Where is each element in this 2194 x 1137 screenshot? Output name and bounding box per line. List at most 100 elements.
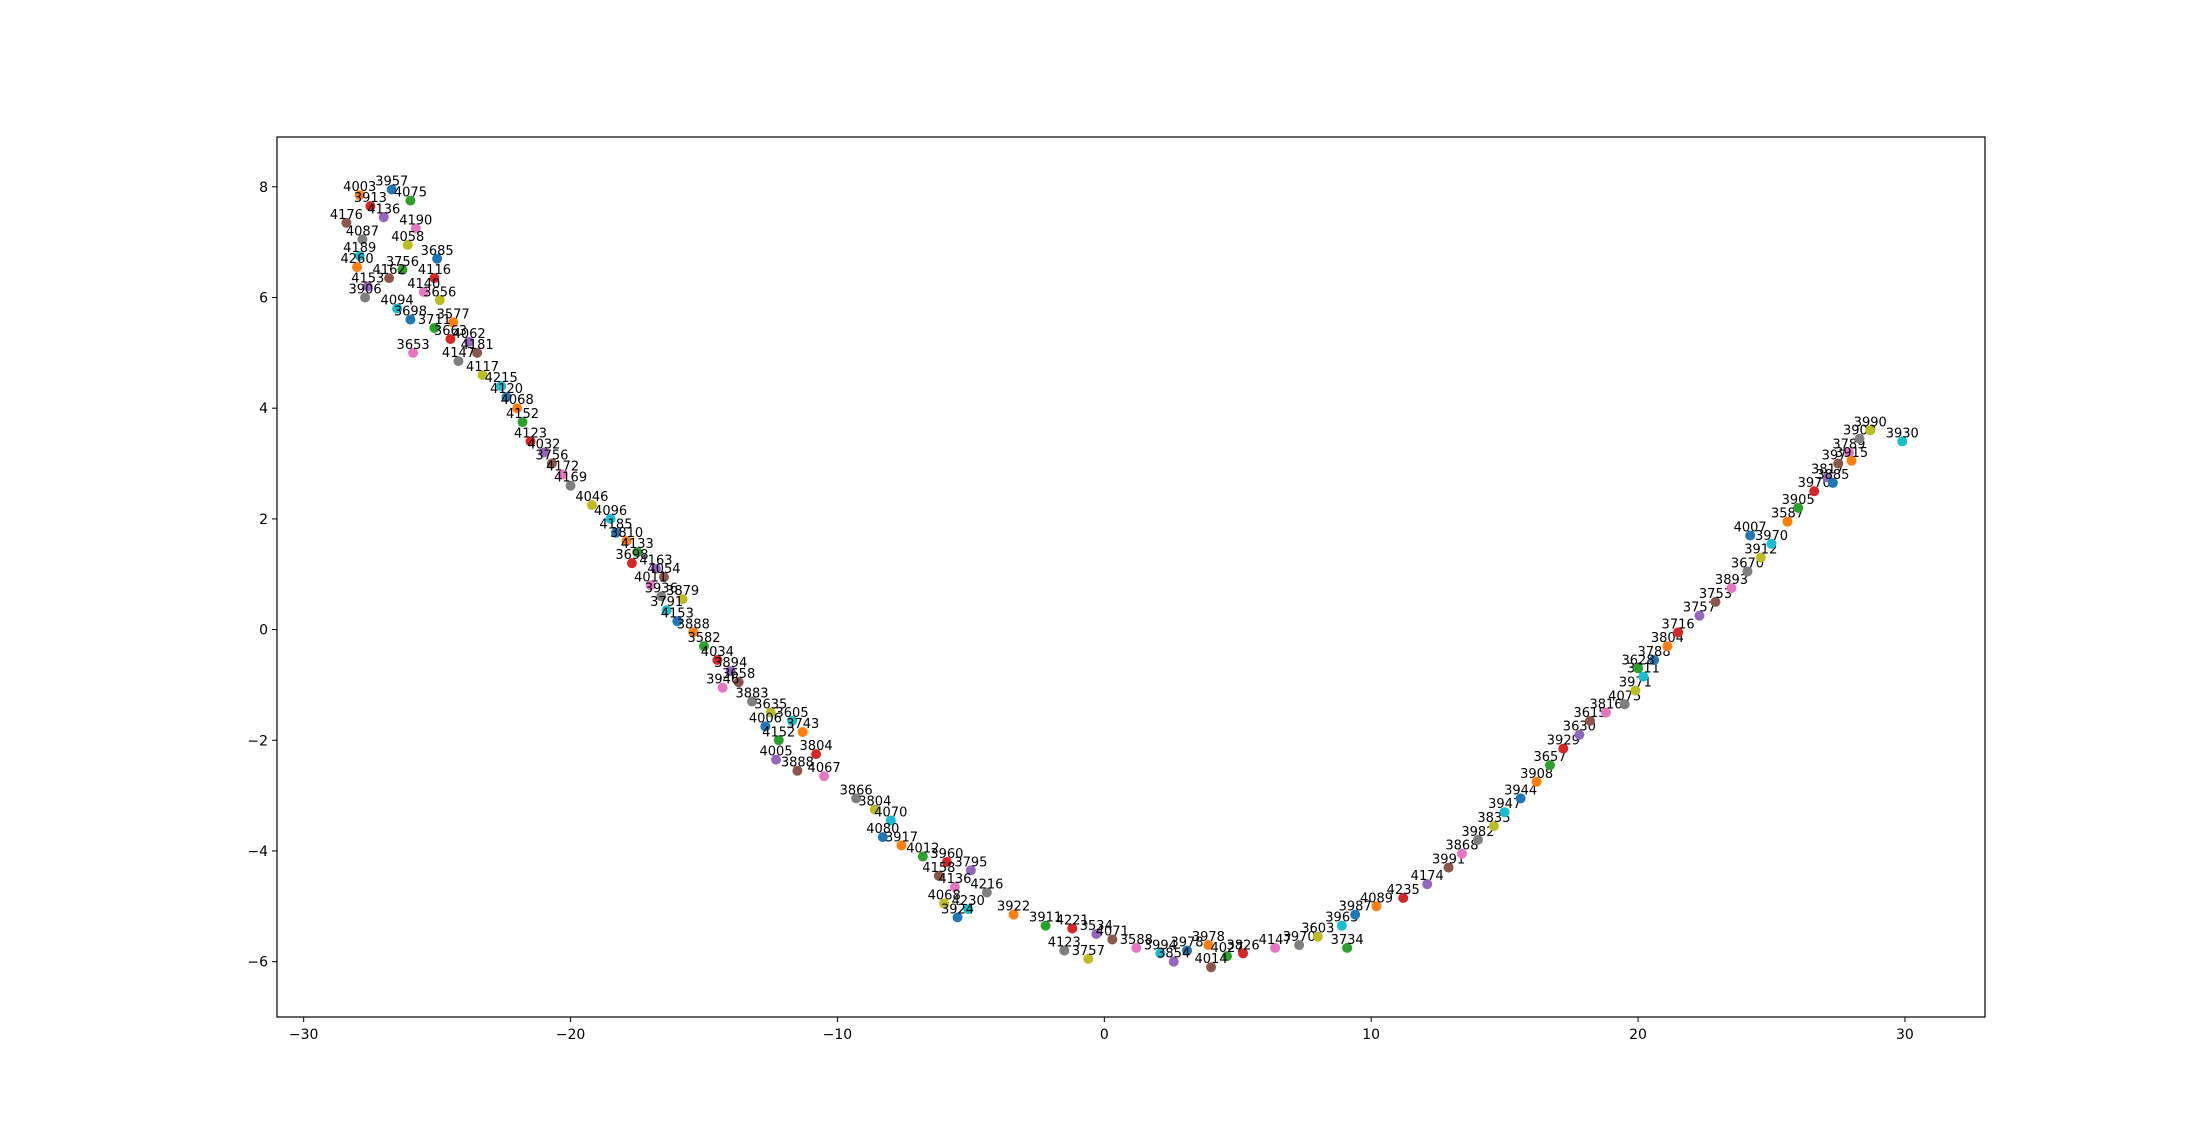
point-label: 4140 <box>407 277 440 292</box>
point-label: 4152 <box>506 407 539 422</box>
point-label: 3944 <box>1504 783 1537 798</box>
point-label: 3685 <box>421 244 454 259</box>
data-point <box>787 715 798 726</box>
point-label: 3615 <box>1573 706 1606 721</box>
point-label: 3991 <box>1432 853 1465 868</box>
data-point <box>384 273 395 284</box>
point-label: 4006 <box>749 711 782 726</box>
point-label: 4189 <box>343 241 376 256</box>
point-label: 4123 <box>514 426 547 441</box>
data-point <box>1694 610 1705 621</box>
point-label: 3716 <box>1662 617 1695 632</box>
data-point <box>429 273 440 284</box>
data-point <box>645 580 656 591</box>
data-point <box>896 840 907 851</box>
data-point <box>949 881 960 892</box>
data-point <box>1312 931 1323 942</box>
point-label: 4176 <box>330 208 363 223</box>
point-label: 4116 <box>418 263 451 278</box>
data-point <box>712 655 723 666</box>
data-point <box>765 707 776 718</box>
point-label: 3879 <box>666 584 699 599</box>
data-point <box>963 904 974 915</box>
data-point <box>773 735 784 746</box>
data-point <box>792 765 803 776</box>
point-label: 4068 <box>928 889 961 904</box>
data-point <box>1843 447 1854 458</box>
data-point <box>1067 923 1078 934</box>
data-point <box>354 250 365 261</box>
point-label: 3635 <box>754 698 787 713</box>
point-label: 4080 <box>866 822 899 837</box>
data-point <box>1155 948 1166 959</box>
point-label: 3960 <box>930 847 963 862</box>
point-label: 3534 <box>1080 919 1113 934</box>
point-label: 3893 <box>1715 573 1748 588</box>
point-label: 4067 <box>808 761 841 776</box>
data-point <box>1619 699 1630 710</box>
point-label: 3924 <box>941 902 974 917</box>
data-point <box>1222 951 1233 962</box>
point-label: 3930 <box>1886 426 1919 441</box>
data-point <box>877 832 888 843</box>
data-point <box>1710 596 1721 607</box>
x-tick-label: 0 <box>1100 1027 1109 1043</box>
point-label: 4235 <box>1387 883 1420 898</box>
point-label: 4230 <box>952 894 985 909</box>
data-point <box>472 347 483 358</box>
point-label: 3885 <box>1816 468 1849 483</box>
data-point <box>1630 685 1641 696</box>
data-point <box>1745 530 1756 541</box>
point-label: 3970 <box>1755 529 1788 544</box>
point-label: 3628 <box>1622 653 1655 668</box>
data-point <box>733 677 744 688</box>
x-tick-label: −10 <box>823 1027 853 1043</box>
data-point <box>605 513 616 524</box>
data-point <box>941 857 952 868</box>
point-label: 3888 <box>781 756 814 771</box>
point-label: 4260 <box>341 252 374 267</box>
point-label: 3888 <box>677 617 710 632</box>
point-label: 3963 <box>1325 911 1358 926</box>
y-axis: −6 −4 −2 0 2 4 6 8 <box>247 180 277 971</box>
point-label: 4070 <box>874 806 907 821</box>
point-label: 3906 <box>349 283 382 298</box>
data-point <box>933 870 944 881</box>
point-label: 4185 <box>599 518 632 533</box>
point-label: 4221 <box>1056 913 1089 928</box>
data-point <box>771 754 782 765</box>
point-label: 4058 <box>391 230 424 245</box>
point-label: 3653 <box>397 338 430 353</box>
data-point <box>1897 436 1908 447</box>
data-point <box>672 616 683 627</box>
point-label: 3603 <box>1301 922 1334 937</box>
data-point <box>1472 834 1483 845</box>
data-point <box>432 253 443 264</box>
data-point <box>586 500 597 511</box>
data-point <box>626 558 637 569</box>
point-label: 3756 <box>386 255 419 270</box>
data-point <box>1544 760 1555 771</box>
point-label: 3711 <box>418 313 451 328</box>
data-point <box>1649 655 1660 666</box>
point-label: 4089 <box>1360 891 1393 906</box>
data-point <box>1638 671 1649 682</box>
x-tick-label: 30 <box>1896 1027 1914 1043</box>
data-point <box>1793 502 1804 513</box>
point-label: 4216 <box>970 877 1003 892</box>
point-label: 4147 <box>1259 933 1292 948</box>
data-point <box>650 563 661 574</box>
y-tick-label: −6 <box>247 955 268 971</box>
point-label: 4172 <box>546 460 579 475</box>
point-label: 3757 <box>1072 944 1105 959</box>
point-label: 4120 <box>490 382 523 397</box>
point-label: 3936 <box>645 581 678 596</box>
data-point <box>546 458 557 469</box>
data-point <box>1443 862 1454 873</box>
data-point <box>1350 909 1361 920</box>
point-label: 3804 <box>800 739 833 754</box>
data-point <box>1558 743 1569 754</box>
data-point <box>477 369 488 380</box>
data-point <box>939 898 950 909</box>
